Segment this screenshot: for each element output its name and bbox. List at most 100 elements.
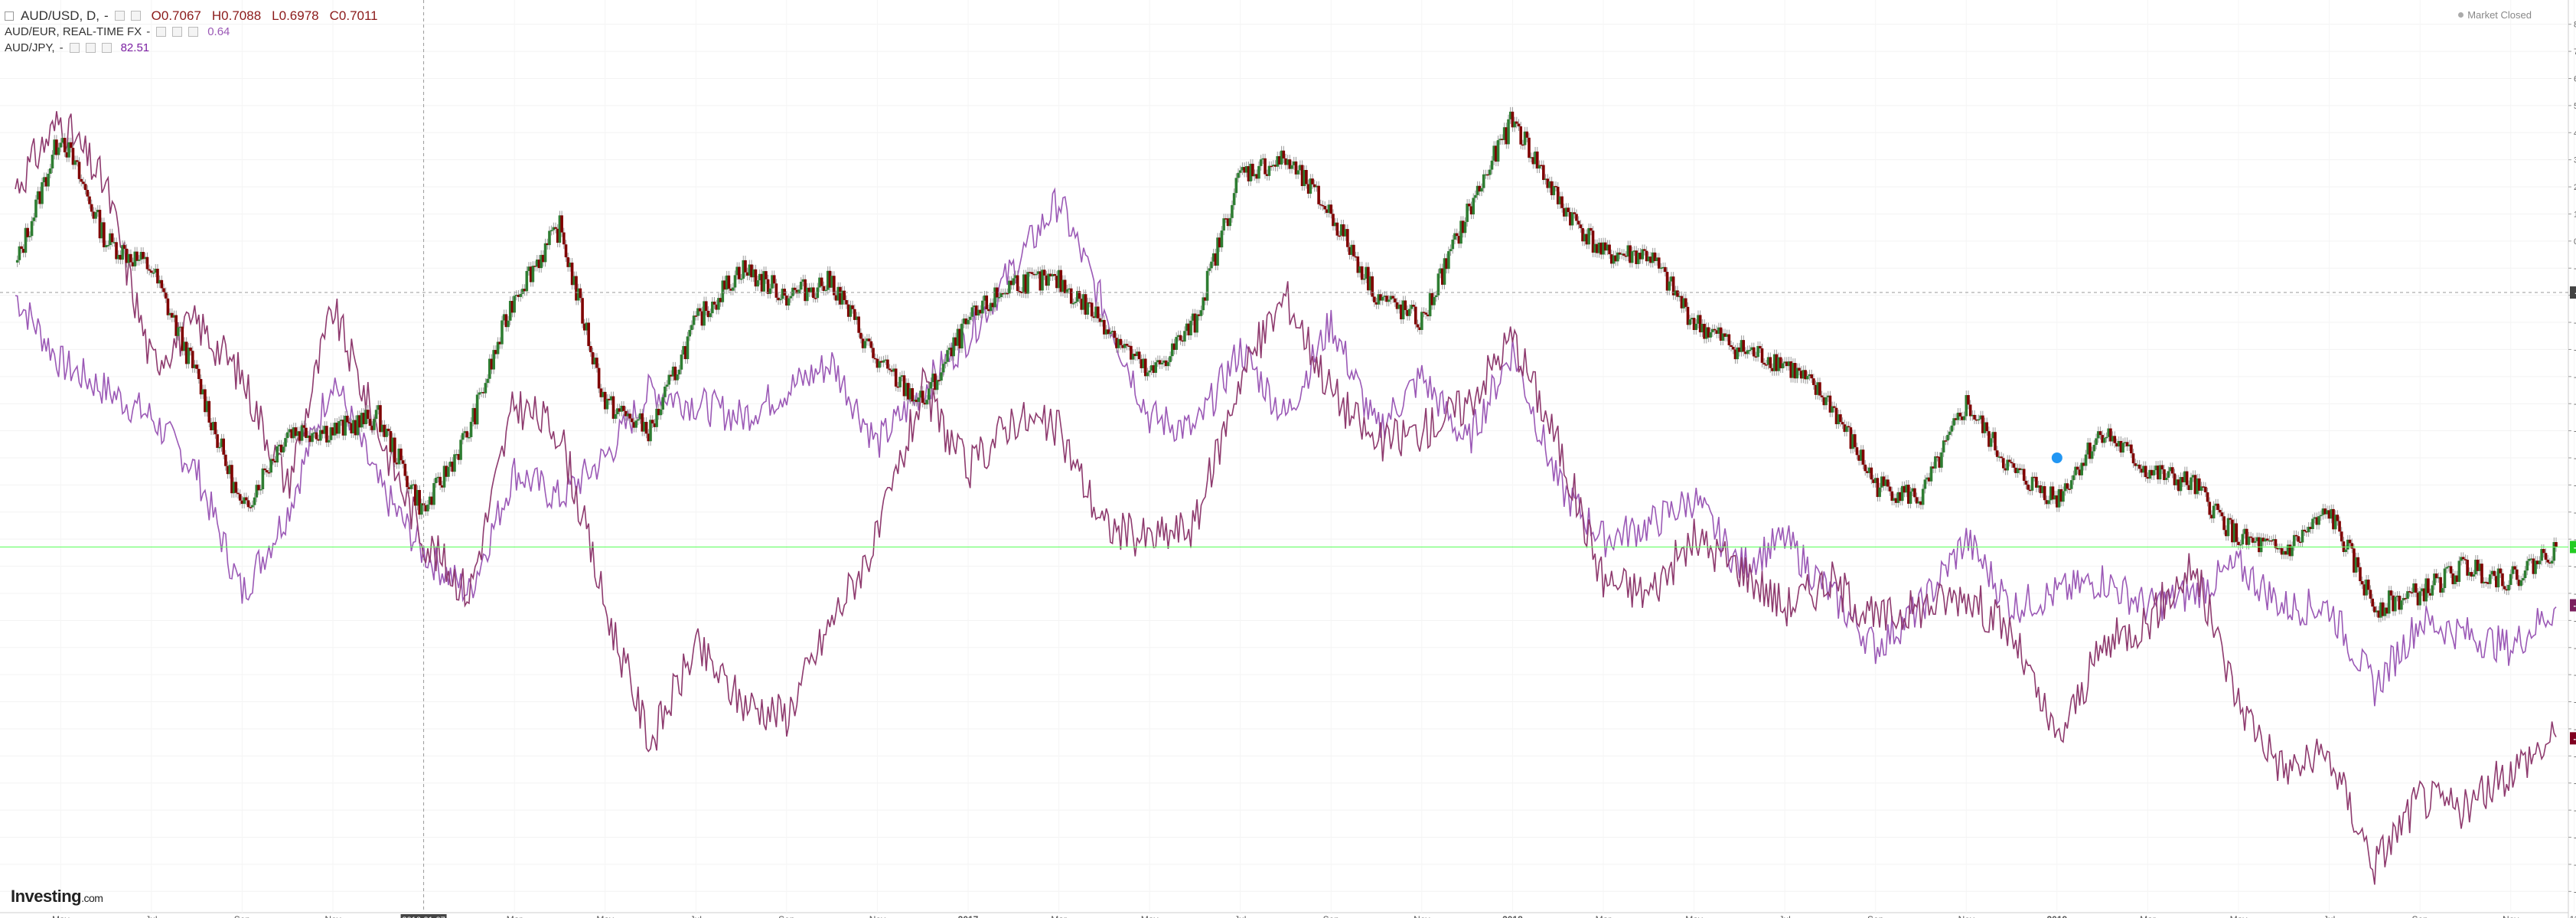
candle-body xyxy=(1775,354,1779,371)
y-tick-label: 7.00% xyxy=(2574,47,2576,57)
candle-body xyxy=(768,288,772,294)
candle-body xyxy=(1686,306,1690,325)
candle-body xyxy=(1259,159,1263,166)
time-axis[interactable]: May Jul Sep Nov 2016-01-07 Mar May Jul Sep Nov 201… xyxy=(52,914,2576,918)
candle-body xyxy=(2501,573,2504,586)
eye-icon[interactable] xyxy=(69,43,80,53)
candle-body xyxy=(2394,596,2397,612)
candle-body xyxy=(1195,314,1198,333)
eye-icon[interactable] xyxy=(114,11,125,21)
settings-icon[interactable] xyxy=(172,27,183,37)
candle-body xyxy=(1078,291,1081,299)
candle-body xyxy=(478,392,481,395)
candle-body xyxy=(285,432,289,439)
candle-body xyxy=(2499,568,2503,573)
candle-body xyxy=(2107,428,2111,437)
candle-body xyxy=(2311,518,2314,530)
candle-body xyxy=(1671,276,1675,296)
candle-body xyxy=(1006,292,1009,295)
candle-body xyxy=(872,348,875,358)
candle-body xyxy=(1154,362,1158,373)
candle-body xyxy=(441,485,444,488)
candle-body xyxy=(634,420,637,428)
candle-body xyxy=(785,296,788,306)
candle-body xyxy=(253,497,256,505)
candle-body xyxy=(1466,203,1469,222)
candle-body xyxy=(228,465,232,475)
candle-body xyxy=(2206,492,2209,502)
status-dot-icon xyxy=(2458,12,2464,18)
candle-body xyxy=(1789,361,1793,378)
candle-body xyxy=(2546,560,2550,563)
candle-body xyxy=(649,420,652,442)
candle-body xyxy=(2434,573,2438,579)
candle-body xyxy=(2437,577,2441,579)
legend-main-row[interactable]: AUD/USD, D, - O0.7067 H0.7088 L0.6978 C0… xyxy=(5,8,378,24)
candle-body xyxy=(1243,167,1246,173)
candle-body xyxy=(733,275,737,288)
candle-body xyxy=(319,430,322,441)
candle-body xyxy=(1873,478,1877,483)
candle-body xyxy=(1554,185,1557,188)
x-tick-label: Nov xyxy=(1958,914,1974,918)
legend-eur-row[interactable]: AUD/EUR, REAL-TIME FX - 0.64 xyxy=(5,24,378,40)
candle-body xyxy=(2441,588,2444,593)
candle-body xyxy=(474,407,477,425)
candle-body xyxy=(1958,413,1962,417)
candle-body xyxy=(2001,458,2005,469)
candle-body xyxy=(818,277,821,288)
candle-body xyxy=(2225,530,2228,537)
candle-body xyxy=(771,275,774,289)
settings-icon[interactable] xyxy=(85,43,96,53)
candle-body xyxy=(964,318,968,325)
candle-body xyxy=(1385,296,1388,302)
candle-body xyxy=(766,279,770,294)
settings-icon[interactable] xyxy=(130,11,141,21)
candle-body xyxy=(2555,542,2558,547)
eur-label[interactable]: AUD/EUR, REAL-TIME FX xyxy=(5,25,142,38)
candle-body xyxy=(2323,508,2327,515)
candle-body xyxy=(1612,255,1616,264)
candle-body xyxy=(189,347,192,351)
candle-body xyxy=(1802,370,1805,379)
candle-body xyxy=(1146,372,1149,377)
eur-badge-label: -13.44% xyxy=(2574,602,2576,611)
candle-body xyxy=(637,419,640,421)
brand-logo[interactable]: Investing.com xyxy=(11,887,103,907)
candle-body xyxy=(1929,466,1933,482)
close-icon[interactable] xyxy=(101,43,112,53)
candle-body xyxy=(1096,306,1100,319)
jpy-label[interactable]: AUD/JPY, xyxy=(5,41,55,54)
candle-body xyxy=(1944,440,1948,442)
y-tick-label: -10.00% xyxy=(2574,508,2576,518)
y-tick-label: -20.00% xyxy=(2574,779,2576,789)
candle-body xyxy=(69,142,73,149)
candle-body xyxy=(1925,477,1929,480)
close-icon[interactable] xyxy=(188,27,199,37)
candle-body xyxy=(1152,365,1156,373)
candle-body xyxy=(2152,470,2156,475)
candle-body xyxy=(1461,221,1465,234)
candle-body xyxy=(676,374,679,381)
candle-body xyxy=(2210,515,2213,519)
eur-value: 0.64 xyxy=(207,25,230,38)
candle-body xyxy=(2142,466,2145,473)
candle-body xyxy=(2123,442,2127,443)
candle-body xyxy=(1002,292,1005,295)
candle-body xyxy=(960,323,964,349)
candle-body xyxy=(2292,534,2296,547)
collapse-toggle-icon[interactable] xyxy=(5,11,14,21)
candle-body xyxy=(106,245,110,247)
candle-body xyxy=(131,262,135,266)
eye-icon[interactable] xyxy=(156,27,167,37)
price-axis[interactable]: 8.00% 7.00% 6.00% 5.00% 4.00% 3.00% 2.00% 1.00%… xyxy=(2568,21,2576,897)
candle-body xyxy=(1853,434,1857,448)
candle-body xyxy=(2443,568,2447,589)
candle-body xyxy=(2169,467,2172,472)
main-symbol[interactable]: AUD/USD, D, xyxy=(21,8,99,23)
candle-body xyxy=(100,222,103,239)
legend-jpy-row[interactable]: AUD/JPY, - 82.51 xyxy=(5,40,378,56)
candle-body xyxy=(2173,473,2177,485)
